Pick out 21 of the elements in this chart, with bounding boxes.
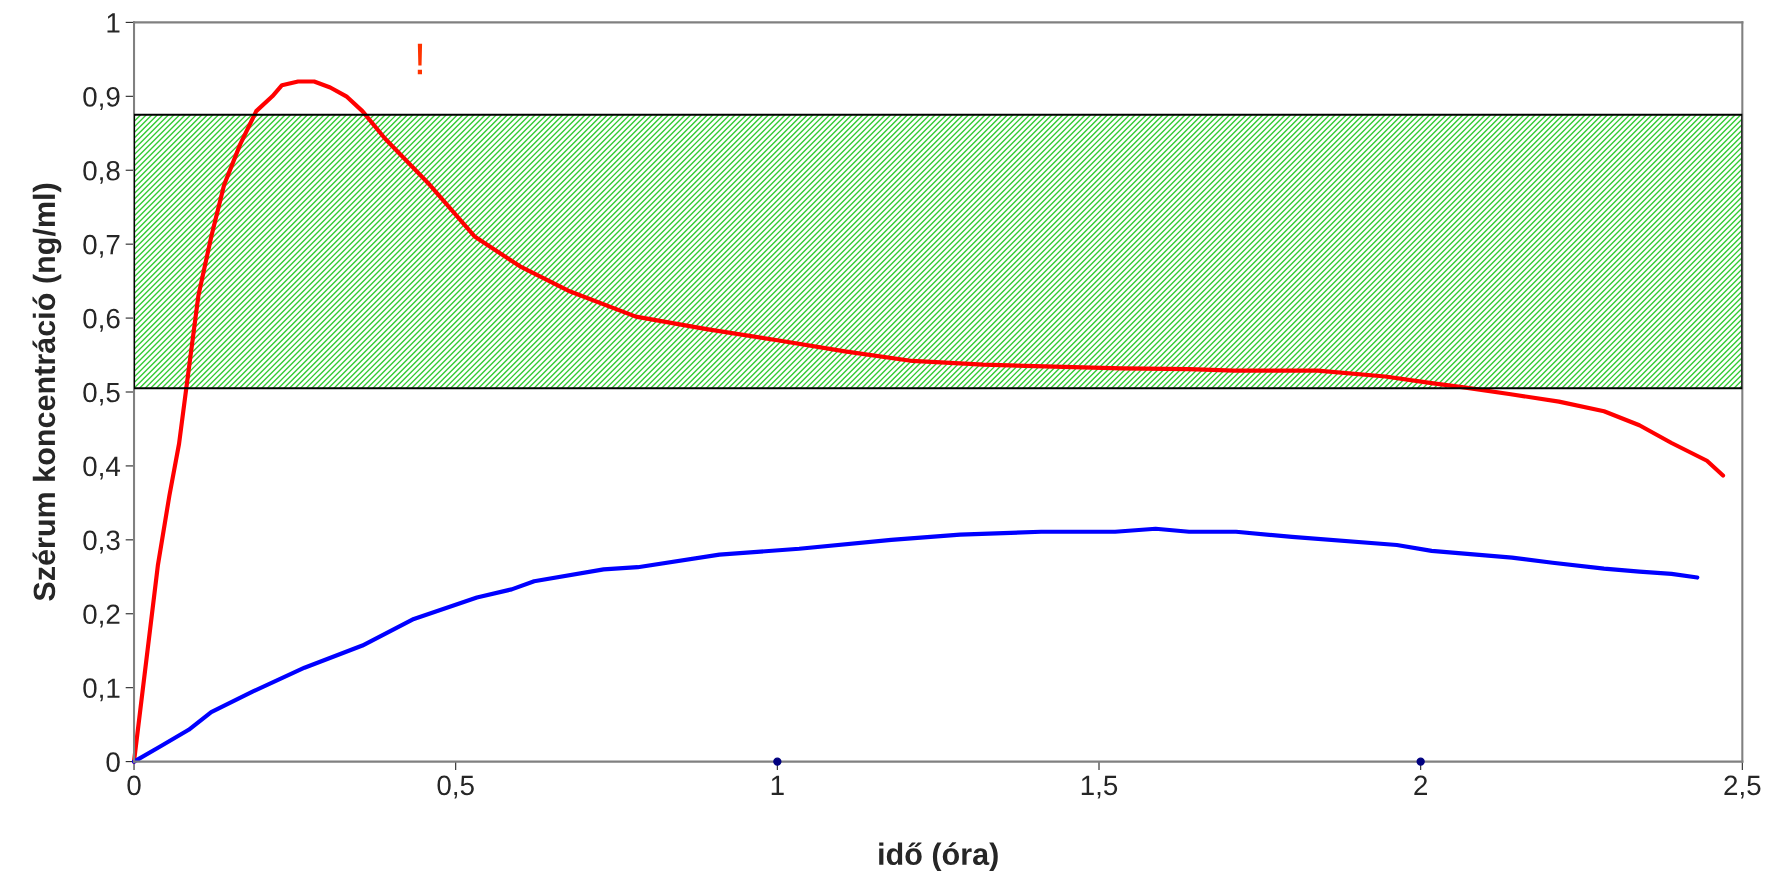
line-series (131, 526, 1700, 764)
y-tick-label: 0 (106, 752, 120, 772)
y-tick-label: 0,2 (83, 604, 120, 628)
x-tick-label: 0 (127, 775, 141, 796)
y-tick-label: 0,8 (83, 160, 120, 184)
y-axis-title: Szérum koncentráció (ng/ml) (32, 183, 62, 601)
x-tick-label: 0,5 (437, 775, 474, 799)
y-tick-label: 0,3 (83, 530, 120, 554)
y-tick-label: 1 (107, 13, 120, 33)
x-tick-label: 1 (771, 775, 784, 795)
x-tick-label: 2,5 (1724, 775, 1761, 799)
y-tick-label: 0,4 (83, 456, 121, 480)
x-tick-label: 2 (1414, 775, 1427, 795)
annotation: ! (417, 43, 423, 75)
y-tick-label: 0,5 (83, 382, 120, 406)
y-tick-label: 0,7 (83, 234, 120, 258)
y-tick-label: 0,9 (83, 86, 120, 110)
y-tick-label: 0,6 (83, 308, 120, 332)
x-axis-title: idő (óra) (879, 842, 998, 872)
y-tick-label: 0,1 (83, 678, 120, 702)
x-tick-label: 1,5 (1081, 775, 1118, 799)
